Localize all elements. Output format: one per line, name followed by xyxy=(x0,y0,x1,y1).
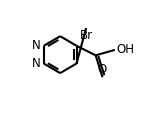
Text: OH: OH xyxy=(116,43,134,56)
Text: O: O xyxy=(98,63,107,76)
Text: N: N xyxy=(32,39,40,52)
Text: Br: Br xyxy=(80,29,93,42)
Text: N: N xyxy=(32,57,40,70)
